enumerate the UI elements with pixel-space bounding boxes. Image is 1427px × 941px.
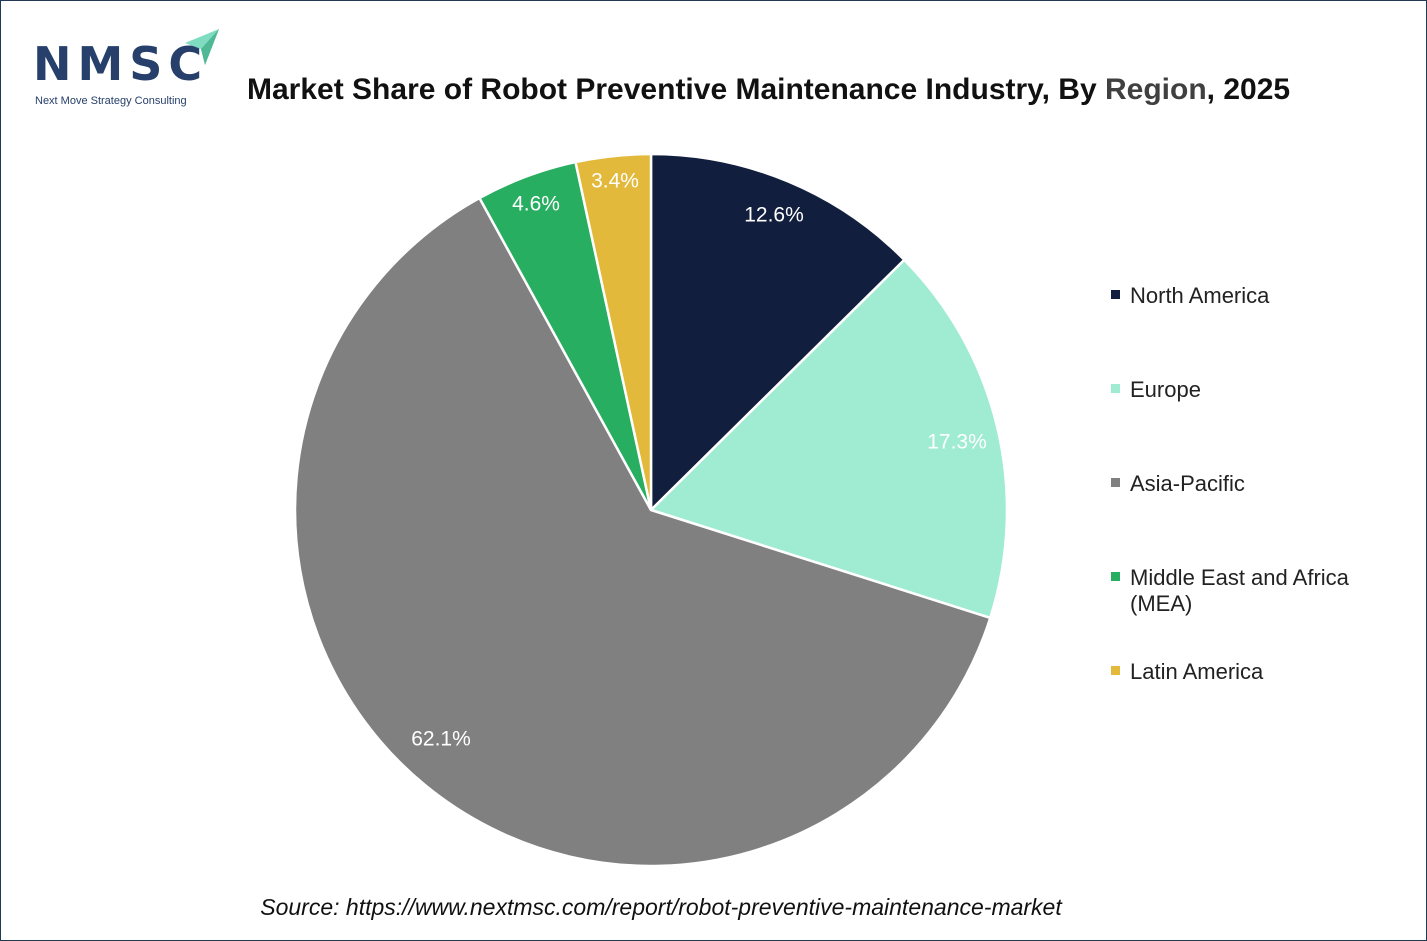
legend-item: Asia-Pacific [1111,471,1390,497]
legend-label: Middle East and Africa (MEA) [1130,565,1349,616]
data-label: 4.6% [512,193,560,216]
title-highlight: Region [1105,73,1207,106]
legend-item: Europe [1111,377,1390,403]
legend-item: Latin America [1111,659,1390,685]
title-suffix: , 2025 [1206,73,1291,106]
data-label: 3.4% [591,170,639,193]
nmsc-logo: NMSC Next Move Strategy Consulting [31,27,231,111]
legend-item: North America [1111,283,1390,309]
legend-item: Middle East and Africa (MEA) [1111,565,1390,617]
legend-swatch [1111,666,1120,675]
data-label: 62.1% [411,728,471,751]
pie-slice-latin-america [574,152,653,511]
title-prefix: Market Share of Robot Preventive Mainten… [247,73,1105,106]
data-label: 12.6% [744,204,804,227]
logo-tagline: Next Move Strategy Consulting [35,95,187,107]
legend-swatch [1111,478,1120,487]
legend-swatch [1111,384,1120,393]
legend-label: Latin America [1130,659,1264,684]
legend-label: Asia-Pacific [1130,471,1245,496]
legend-label: Europe [1130,377,1201,402]
legend-label: North America [1130,283,1270,308]
source-note: Source: https://www.nextmsc.com/report/r… [260,894,1062,920]
pie-slice-asia-pacific [293,196,992,868]
legend-swatch [1111,572,1120,581]
chart-title: Market Share of Robot Preventive Mainten… [247,73,1377,107]
data-label: 17.3% [927,431,987,454]
pie-slice-europe [648,258,1009,620]
logo-wordmark: NMSC [33,37,209,91]
arrow-icon [185,29,219,65]
pie-slice-north-america [649,152,907,513]
legend-swatch [1111,290,1120,299]
